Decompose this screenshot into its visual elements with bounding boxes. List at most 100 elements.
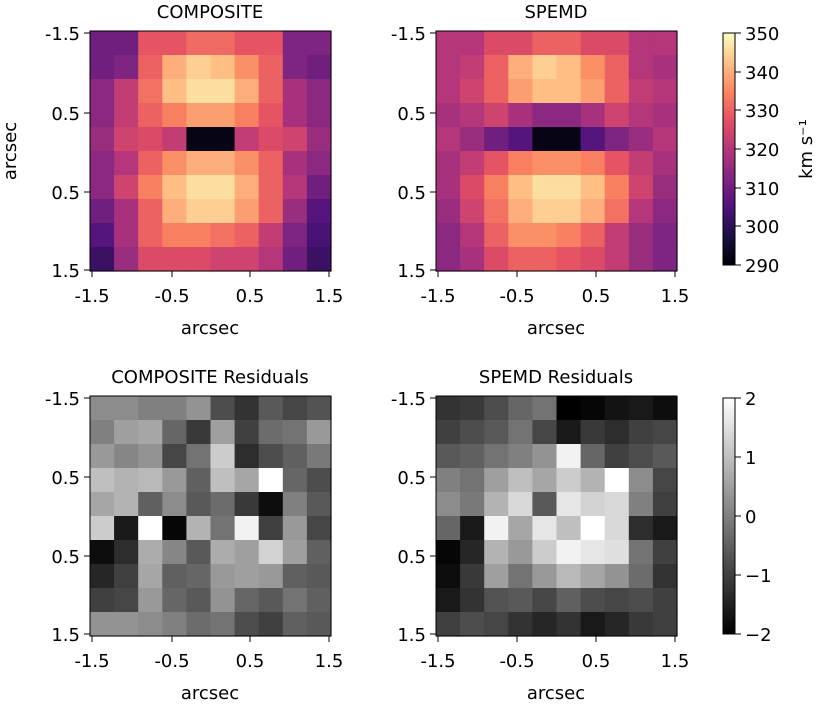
heatmap-cell [580, 127, 606, 152]
heatmap-cell [628, 492, 654, 517]
heatmap-cell [306, 199, 332, 224]
heatmap-cell [258, 420, 284, 445]
y-tick-label: 0.5 [51, 104, 80, 125]
heatmap-cell [628, 247, 654, 272]
heatmap-cell [258, 151, 284, 176]
x-axis: -1.5 -0.5 0.5 1.5 [420, 636, 689, 672]
heatmap-cell [604, 612, 630, 637]
heatmap-cell [186, 540, 212, 565]
heatmap-cell [652, 31, 678, 56]
heatmap-cell [258, 127, 284, 152]
heatmap-cell [508, 444, 533, 469]
heatmap-cell [580, 588, 606, 613]
heatmap-cell [532, 79, 558, 104]
heatmap-cell [234, 175, 260, 200]
heatmap-cell [282, 540, 308, 565]
heatmap-cell [508, 516, 533, 541]
heatmap-cell [114, 492, 139, 517]
heatmap-cell [90, 492, 115, 517]
heatmap-cell [258, 199, 284, 224]
heatmap-cell [532, 444, 558, 469]
y-tick-label: 1.5 [51, 625, 80, 646]
heatmap-cell [138, 31, 163, 56]
heatmap-cell [234, 127, 260, 152]
heatmap-cell [436, 199, 461, 224]
heatmap-cell [186, 31, 212, 56]
heatmap-cell [138, 247, 163, 272]
heatmap-cell [484, 444, 509, 469]
heatmap-cell [162, 55, 187, 80]
heatmap-cell [484, 588, 509, 613]
colorbar-tick-label: 290 [745, 256, 779, 277]
heatmap-cell [436, 612, 461, 637]
heatmap-cell [234, 55, 260, 80]
heatmap-cell [508, 612, 533, 637]
heatmap-cell [138, 103, 163, 128]
heatmap-cell [580, 420, 606, 445]
heatmap-cell [484, 175, 509, 200]
heatmap-cell [484, 223, 509, 248]
heatmap-cell [90, 175, 115, 200]
heatmap-cell [234, 540, 260, 565]
heatmap-cell [114, 79, 139, 104]
heatmap-cell [90, 103, 115, 128]
heatmap-cell [532, 468, 558, 493]
y-axis-label: arcsec [0, 122, 21, 180]
heatmap-cell [186, 199, 212, 224]
heatmap-cell [114, 103, 139, 128]
x-tick-label: -0.5 [154, 286, 189, 307]
panel-title: COMPOSITE Residuals [111, 367, 309, 388]
x-tick-label: 0.5 [236, 651, 265, 672]
colorbar-tick-label: 0 [745, 507, 756, 528]
heatmap-cell [556, 564, 582, 589]
heatmap-cell [556, 492, 582, 517]
heatmap-cell [306, 103, 332, 128]
x-tick-label: -1.5 [74, 651, 109, 672]
heatmap-cell [436, 516, 461, 541]
heatmap-cell [210, 199, 236, 224]
heatmap-cell [90, 31, 115, 56]
heatmap-cell [436, 103, 461, 128]
heatmap-cell [556, 588, 582, 613]
heatmap-cell [532, 55, 558, 80]
heatmap-cell [210, 468, 236, 493]
heatmap-cell [604, 588, 630, 613]
heatmap-cell [580, 612, 606, 637]
colorbar-tick-label: 310 [745, 179, 779, 200]
heatmap-cell [162, 396, 187, 421]
y-axis: -1.5 0.5 0.5 1.5 [45, 389, 90, 646]
heatmap-cell [556, 612, 582, 637]
heatmap-cell [162, 540, 187, 565]
heatmap-cell [532, 588, 558, 613]
x-tick-label: -1.5 [420, 286, 455, 307]
heatmap-cell [628, 175, 654, 200]
heatmap-cell [162, 492, 187, 517]
heatmap-cell [460, 396, 485, 421]
heatmap-cell [580, 31, 606, 56]
heatmap-cell [436, 175, 461, 200]
heatmap-cell [460, 127, 485, 152]
heatmap-cell [306, 175, 332, 200]
heatmap-cell [186, 516, 212, 541]
heatmap-cell [604, 468, 630, 493]
heatmap-cell [282, 516, 308, 541]
heatmap-cell [652, 564, 678, 589]
heatmap-cell [652, 588, 678, 613]
heatmap-cell [436, 468, 461, 493]
heatmap-cell [532, 564, 558, 589]
heatmap-cell [436, 247, 461, 272]
heatmap-cell [90, 588, 115, 613]
heatmap-cell [90, 564, 115, 589]
heatmap-cells [90, 31, 332, 272]
heatmap-cell [234, 492, 260, 517]
heatmap-cell [306, 247, 332, 272]
heatmap-cell [508, 79, 533, 104]
heatmap-cell [282, 223, 308, 248]
heatmap-cell [90, 468, 115, 493]
heatmap-cell [258, 468, 284, 493]
heatmap-cell [460, 444, 485, 469]
heatmap-cell [258, 564, 284, 589]
heatmap-cell [508, 396, 533, 421]
heatmap-cell [186, 612, 212, 637]
heatmap-cell [162, 151, 187, 176]
